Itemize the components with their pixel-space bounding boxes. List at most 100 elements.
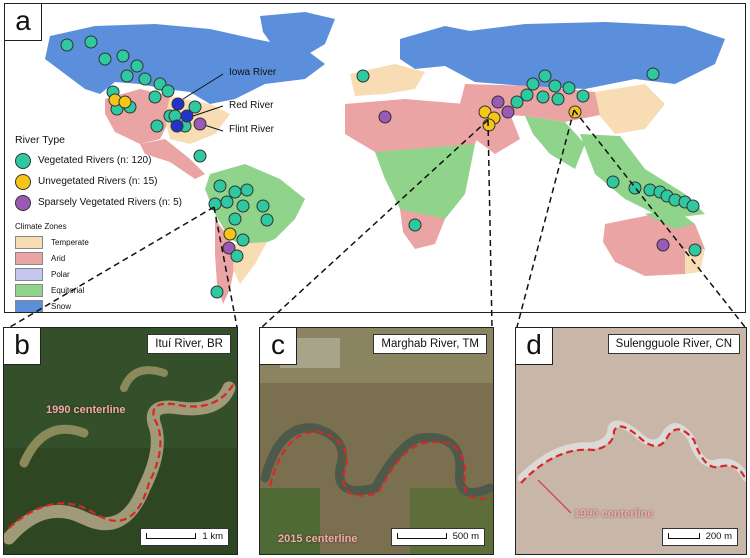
sparsely-vegetated-swatch — [15, 194, 31, 211]
panel-d-centerline-label: 1990 centerline — [574, 508, 654, 520]
asia-temperate — [595, 84, 665, 134]
flint-river-point — [193, 117, 207, 131]
river-point — [260, 213, 274, 227]
scale-label: 500 m — [452, 531, 479, 542]
river-point — [220, 195, 234, 209]
river-point — [408, 218, 422, 232]
legend-label: Arid — [51, 253, 66, 263]
legend-temperate: Temperate — [15, 234, 182, 250]
river-point — [606, 175, 620, 189]
river-point — [213, 179, 227, 193]
polar-swatch — [15, 267, 43, 281]
temperate-swatch — [15, 235, 43, 249]
sulengguole-river-channel — [517, 420, 746, 482]
scale-label: 1 km — [202, 531, 223, 542]
snow-swatch — [15, 299, 43, 312]
river-point — [228, 185, 242, 199]
river-point — [356, 69, 370, 83]
climate-zones-legend-title: Climate Zones — [15, 222, 67, 231]
panel-c-centerline-label: 2015 centerline — [278, 533, 358, 545]
river-point — [256, 199, 270, 213]
river-point — [60, 38, 74, 52]
panel-c-scalebar: 500 m — [390, 528, 485, 546]
legend-label: Vegetated Rivers (n: 120) — [38, 155, 152, 166]
centerline-2015 — [268, 430, 493, 501]
europe-temperate — [350, 64, 425, 96]
panel-c-label: c — [260, 328, 297, 365]
river-point — [98, 52, 112, 66]
equitorial-swatch — [15, 283, 43, 297]
river-point — [576, 89, 590, 103]
river-point — [646, 67, 660, 81]
river-point — [478, 105, 492, 119]
river-point — [223, 227, 237, 241]
iowa-callout-line — [182, 73, 224, 100]
river-point — [538, 69, 552, 83]
river-point — [84, 35, 98, 49]
river-point — [378, 110, 392, 124]
river-point — [656, 238, 670, 252]
scale-bar — [667, 533, 700, 540]
legend-unvegetated: Unvegetated Rivers (n: 15) — [15, 171, 182, 192]
map-legend: River Type Vegetated Rivers (n: 120) Unv… — [15, 134, 182, 312]
river-type-legend-title: River Type — [15, 134, 65, 146]
legend-label: Sparsely Vegetated Rivers (n: 5) — [38, 197, 182, 208]
panel-b-centerline-label: 1990 centerline — [46, 404, 126, 416]
legend-label: Snow — [51, 301, 72, 311]
marghab-river-channel — [260, 423, 493, 497]
oxbow-lake — [19, 424, 89, 468]
river-point — [628, 181, 642, 195]
legend-label: Equitorial — [51, 285, 85, 295]
marghab-river-panel: c Marghab River, TM 2015 centerline 500 … — [259, 327, 494, 555]
river-point — [116, 49, 130, 63]
river-point — [118, 95, 132, 109]
scale-label: 200 m — [705, 531, 732, 542]
legend-label: Unvegetated Rivers (n: 15) — [38, 176, 158, 187]
arid-swatch — [15, 251, 43, 265]
scale-bar — [146, 533, 197, 540]
north-america-snow — [45, 24, 325, 104]
central-america-arid — [140, 139, 205, 179]
river-point — [208, 197, 222, 211]
river-point — [548, 79, 562, 93]
river-point — [568, 105, 582, 119]
river-point — [686, 199, 700, 213]
south-asia-equitorial — [525, 116, 585, 169]
river-point — [170, 119, 184, 133]
red-callout-line — [192, 105, 224, 117]
river-point — [236, 199, 250, 213]
unvegetated-swatch — [15, 173, 31, 190]
river-point — [236, 233, 250, 247]
world-map-panel: a — [4, 3, 746, 313]
panel-d-label: d — [516, 328, 553, 365]
south-america-temperate — [233, 242, 267, 284]
river-point — [536, 90, 550, 104]
river-point — [688, 243, 702, 257]
panel-a-label: a — [5, 4, 42, 41]
legend-polar: Polar — [15, 266, 182, 282]
legend-label: Polar — [51, 269, 70, 279]
itui-river-panel: b Ituí River, BR 1990 centerline 1 km — [3, 327, 238, 555]
panel-d-scalebar: 200 m — [661, 528, 738, 546]
river-point — [130, 59, 144, 73]
river-point — [210, 285, 224, 299]
panel-c-title: Marghab River, TM — [373, 334, 487, 354]
marghab-river-imagery — [260, 328, 493, 554]
river-point — [520, 88, 534, 102]
vegetated-swatch — [15, 152, 31, 169]
flint-river-callout: Flint River — [229, 124, 275, 135]
river-point — [491, 95, 505, 109]
legend-arid: Arid — [15, 250, 182, 266]
centerline-1990 — [520, 425, 746, 484]
river-point — [120, 69, 134, 83]
panel-b-scalebar: 1 km — [140, 528, 229, 546]
iowa-river-point — [171, 97, 185, 111]
sulengguole-river-imagery — [516, 328, 746, 554]
river-point — [510, 95, 524, 109]
river-point — [501, 105, 515, 119]
legend-label: Temperate — [51, 237, 89, 247]
river-point — [562, 81, 576, 95]
red-river-callout: Red River — [229, 100, 274, 111]
legend-snow: Snow — [15, 298, 182, 312]
centerline-1990 — [8, 382, 235, 529]
